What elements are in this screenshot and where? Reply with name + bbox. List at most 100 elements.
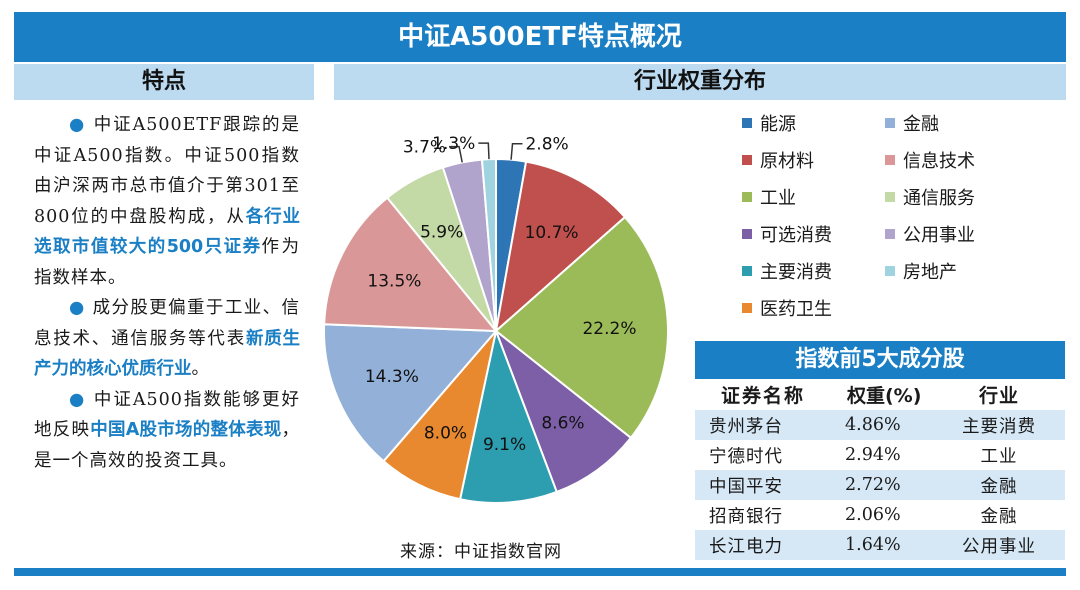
table-row: 贵州茅台 4.86% 主要消费: [695, 410, 1065, 440]
pie-data-label: 10.7%: [525, 223, 579, 243]
main-title: 中证A500ETF特点概况: [14, 12, 1066, 62]
cell-stock-name: 招商银行: [709, 506, 783, 527]
pie-leader-line: [510, 142, 523, 160]
legend-swatch: [742, 155, 752, 165]
bottom-bar: [14, 568, 1066, 576]
legend-swatch: [742, 229, 752, 239]
legend-label: 主要消费: [760, 262, 832, 283]
feature-paragraph: ● 成分股更偏重于工业、信息技术、通信服务等代表新质生产力的核心优质行业。: [34, 293, 300, 385]
pie-data-label: 8.6%: [541, 414, 584, 434]
industry-pie-chart: 2.8% 10.7% 22.2% 8.6% 9.1% 8.0% 14.3% 13.5% 5.9%…: [323, 134, 669, 504]
legend-item: 金融: [885, 110, 939, 136]
legend-item: 通信服务: [885, 184, 975, 210]
body-text: 作为指数样本。: [34, 237, 301, 288]
cell-industry: 金融: [980, 476, 1018, 497]
legend-item: 医药卫生: [742, 295, 832, 321]
body-text: 中证A500指数能够更好地反映: [34, 389, 300, 441]
body-text: 中证A500ETF跟踪的是中证A500指数。中证500指数由沪深两市总市值介于第…: [34, 115, 300, 227]
legend-swatch: [742, 303, 752, 313]
body-text: 成分股更偏重于工业、信息技术、通信服务等代表: [34, 298, 300, 349]
legend-label: 原材料: [760, 151, 814, 172]
pie-leader-line: [449, 145, 463, 163]
table-row: 长江电力 1.64% 公用事业: [695, 530, 1065, 560]
pie-data-label: 13.5%: [367, 271, 421, 291]
legend-item: 能源: [742, 110, 796, 136]
pie-slice-2: [494, 160, 627, 334]
cell-industry: 工业: [980, 446, 1018, 467]
pie-data-label: 3.7%: [403, 138, 446, 158]
col-header-industry: 行业: [978, 385, 1019, 407]
legend-label: 工业: [760, 188, 796, 209]
pie-data-label: 9.1%: [483, 435, 526, 455]
feature-paragraph: ● 中证A500指数能够更好地反映中国A股市场的整体表现，是一个高效的投资工具。: [34, 385, 300, 477]
source-note: 来源：中证指数官网: [400, 542, 562, 562]
highlight-text: 中国A股市场的整体表现: [90, 420, 282, 440]
legend-label: 金融: [903, 114, 939, 135]
legend-item: 工业: [742, 184, 796, 210]
pie-leader-line: [478, 142, 490, 160]
legend-swatch: [885, 155, 895, 165]
legend-swatch: [885, 192, 895, 202]
legend-label: 医药卫生: [760, 299, 832, 320]
pie-slice-4: [493, 327, 633, 494]
cell-industry: 主要消费: [962, 416, 1036, 437]
pie-data-label: 2.8%: [525, 135, 568, 155]
pie-data-label: 22.2%: [582, 319, 636, 339]
legend-label: 公用事业: [903, 225, 975, 246]
pie-slice-3: [494, 215, 669, 440]
legend-swatch: [742, 266, 752, 276]
col-header-weight: 权重(%): [847, 385, 922, 407]
cell-weight: 2.06%: [845, 505, 901, 525]
legend-label: 通信服务: [903, 188, 975, 209]
legend-item: 主要消费: [742, 258, 832, 284]
cell-weight: 2.72%: [845, 475, 901, 495]
pie-data-label: 5.9%: [420, 222, 463, 242]
table-header-row: 证券名称 权重(%) 行业: [695, 379, 1065, 410]
features-text: ● 中证A500ETF跟踪的是中证A500指数。中证500指数由沪深两市总市值介…: [34, 110, 300, 476]
industry-weight-header: 行业权重分布: [334, 64, 1066, 100]
cell-weight: 2.94%: [845, 445, 901, 465]
legend-item: 原材料: [742, 147, 814, 173]
legend-swatch: [742, 118, 752, 128]
cell-stock-name: 长江电力: [709, 536, 783, 557]
bullet-icon: ●: [69, 115, 94, 135]
bullet-icon: ●: [69, 298, 93, 318]
legend-swatch: [885, 118, 895, 128]
legend-label: 能源: [760, 114, 796, 135]
legend-label: 房地产: [903, 262, 957, 283]
pie-data-label: 8.0%: [424, 424, 467, 444]
col-header-name: 证券名称: [721, 385, 806, 407]
cell-industry: 公用事业: [962, 536, 1036, 557]
legend-item: 公用事业: [885, 221, 975, 247]
pie-legend: 能源 金融原材料 信息技术工业 通信服务可选消费 公用事业主要消费 房地产医药卫生: [742, 110, 1062, 325]
cell-weight: 1.64%: [845, 535, 901, 555]
legend-swatch: [885, 229, 895, 239]
cell-stock-name: 中国平安: [709, 476, 783, 497]
table-row: 宁德时代 2.94% 工业: [695, 440, 1065, 470]
feature-paragraph: ● 中证A500ETF跟踪的是中证A500指数。中证500指数由沪深两市总市值介…: [34, 110, 300, 293]
pie-slice-5: [458, 327, 559, 504]
pie-data-label: 1.3%: [432, 134, 475, 154]
legend-item: 信息技术: [885, 147, 975, 173]
table-row: 中国平安 2.72% 金融: [695, 470, 1065, 500]
body-text: 。: [191, 359, 210, 379]
legend-label: 信息技术: [903, 151, 975, 172]
legend-item: 可选消费: [742, 221, 832, 247]
cell-stock-name: 贵州茅台: [709, 416, 783, 437]
legend-item: 房地产: [885, 258, 957, 284]
pie-data-label: 14.3%: [365, 367, 419, 387]
legend-swatch: [742, 192, 752, 202]
body-text: ，是一个高效的投资工具。: [34, 420, 301, 471]
pie-slice-7: [323, 323, 499, 463]
pie-slice-8: [323, 196, 499, 333]
cell-stock-name: 宁德时代: [709, 446, 783, 467]
highlight-text: 各行业选取市值较大的500只证券: [34, 206, 300, 258]
bullet-icon: ●: [69, 389, 94, 410]
legend-swatch: [885, 266, 895, 276]
top5-table: 证券名称 权重(%) 行业 贵州茅台 4.86% 主要消费宁德时代 2.94% 工业中国…: [695, 379, 1065, 560]
table-row: 招商银行 2.06% 金融: [695, 500, 1065, 530]
cell-weight: 4.86%: [845, 415, 901, 435]
top5-title: 指数前5大成分股: [695, 341, 1065, 379]
features-header: 特点: [14, 64, 314, 100]
highlight-text: 新质生产力的核心优质行业: [34, 328, 301, 380]
